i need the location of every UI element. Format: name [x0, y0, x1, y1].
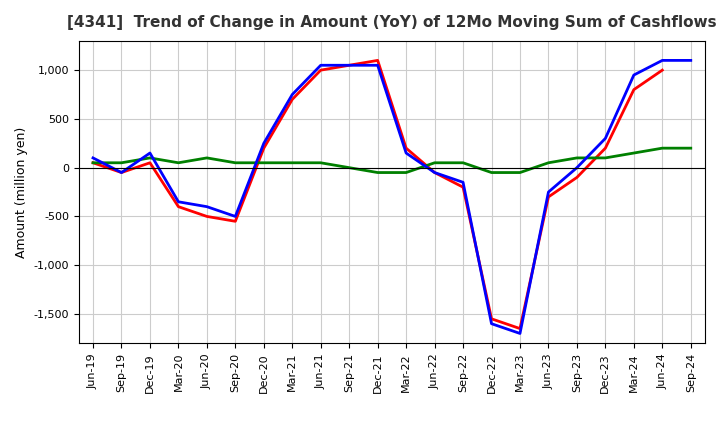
Investing Cashflow: [402, 170, 410, 175]
Operating Cashflow: [259, 146, 268, 151]
Operating Cashflow: [345, 62, 354, 68]
Investing Cashflow: [174, 160, 183, 165]
Investing Cashflow: [231, 160, 240, 165]
Operating Cashflow: [487, 316, 496, 322]
Operating Cashflow: [145, 160, 154, 165]
Investing Cashflow: [345, 165, 354, 170]
Operating Cashflow: [601, 146, 610, 151]
Operating Cashflow: [231, 219, 240, 224]
Free Cashflow: [431, 170, 439, 175]
Free Cashflow: [316, 62, 325, 68]
Free Cashflow: [544, 189, 553, 194]
Investing Cashflow: [658, 146, 667, 151]
Operating Cashflow: [459, 184, 467, 190]
Investing Cashflow: [316, 160, 325, 165]
Operating Cashflow: [89, 160, 97, 165]
Title: [4341]  Trend of Change in Amount (YoY) of 12Mo Moving Sum of Cashflows: [4341] Trend of Change in Amount (YoY) o…: [67, 15, 716, 30]
Investing Cashflow: [145, 155, 154, 161]
Operating Cashflow: [658, 67, 667, 73]
Free Cashflow: [117, 170, 126, 175]
Free Cashflow: [259, 141, 268, 146]
Investing Cashflow: [487, 170, 496, 175]
Operating Cashflow: [516, 326, 524, 331]
Operating Cashflow: [174, 204, 183, 209]
Free Cashflow: [202, 204, 211, 209]
Y-axis label: Amount (million yen): Amount (million yen): [15, 126, 28, 258]
Free Cashflow: [174, 199, 183, 205]
Investing Cashflow: [601, 155, 610, 161]
Line: Operating Cashflow: Operating Cashflow: [93, 60, 662, 329]
Operating Cashflow: [629, 87, 638, 92]
Investing Cashflow: [431, 160, 439, 165]
Investing Cashflow: [89, 160, 97, 165]
Investing Cashflow: [629, 150, 638, 156]
Free Cashflow: [402, 150, 410, 156]
Investing Cashflow: [288, 160, 297, 165]
Investing Cashflow: [259, 160, 268, 165]
Operating Cashflow: [374, 58, 382, 63]
Operating Cashflow: [117, 170, 126, 175]
Operating Cashflow: [431, 170, 439, 175]
Operating Cashflow: [316, 67, 325, 73]
Investing Cashflow: [459, 160, 467, 165]
Investing Cashflow: [117, 160, 126, 165]
Free Cashflow: [374, 62, 382, 68]
Free Cashflow: [459, 180, 467, 185]
Line: Investing Cashflow: Investing Cashflow: [93, 148, 690, 172]
Free Cashflow: [658, 58, 667, 63]
Investing Cashflow: [374, 170, 382, 175]
Free Cashflow: [89, 155, 97, 161]
Investing Cashflow: [572, 155, 581, 161]
Free Cashflow: [686, 58, 695, 63]
Investing Cashflow: [202, 155, 211, 161]
Investing Cashflow: [544, 160, 553, 165]
Free Cashflow: [345, 62, 354, 68]
Investing Cashflow: [516, 170, 524, 175]
Operating Cashflow: [544, 194, 553, 200]
Free Cashflow: [231, 214, 240, 219]
Free Cashflow: [487, 321, 496, 326]
Line: Free Cashflow: Free Cashflow: [93, 60, 690, 334]
Operating Cashflow: [572, 175, 581, 180]
Investing Cashflow: [686, 146, 695, 151]
Free Cashflow: [629, 73, 638, 78]
Free Cashflow: [516, 331, 524, 336]
Operating Cashflow: [402, 146, 410, 151]
Operating Cashflow: [288, 97, 297, 102]
Free Cashflow: [572, 165, 581, 170]
Free Cashflow: [601, 136, 610, 141]
Operating Cashflow: [202, 214, 211, 219]
Free Cashflow: [288, 92, 297, 97]
Free Cashflow: [145, 150, 154, 156]
